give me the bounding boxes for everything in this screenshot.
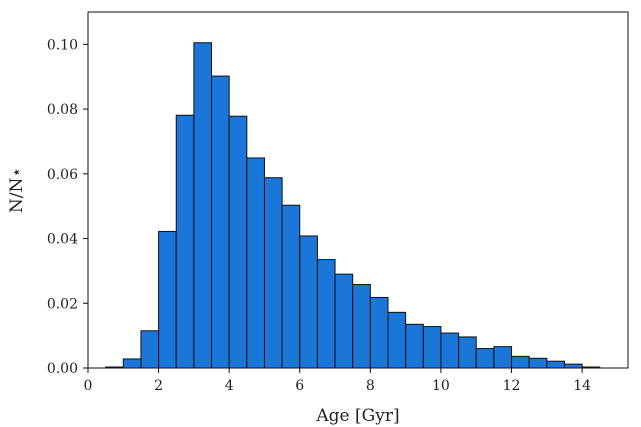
x-tick-label: 4 <box>225 378 234 394</box>
histogram-bar <box>511 355 530 369</box>
histogram-bar <box>334 273 354 369</box>
histogram-bar <box>316 259 336 369</box>
x-axis-ticks: 0 2 4 6 8 10 12 14 <box>84 368 591 394</box>
y-tick-label: 0.08 <box>47 102 78 118</box>
x-tick-label: 0 <box>84 378 93 394</box>
histogram-bar <box>405 323 424 369</box>
x-tick-label: 14 <box>573 378 591 394</box>
x-tick-label: 8 <box>366 378 375 394</box>
histogram-bar <box>369 296 389 369</box>
histogram-bar <box>246 157 265 369</box>
y-tick-label: 0.06 <box>47 167 78 183</box>
histogram-bar <box>475 348 495 369</box>
x-axis-label: Age [Gyr] <box>315 406 399 426</box>
x-tick-label: 6 <box>295 378 304 394</box>
histogram-bar <box>528 357 548 369</box>
y-axis-label: N/N⋆ <box>7 167 27 213</box>
plot-frame <box>87 11 629 369</box>
y-tick-label: 0.00 <box>47 361 78 377</box>
histogram-bar <box>211 75 230 369</box>
y-axis-ticks: 0.00 0.02 0.04 0.06 0.08 0.10 <box>47 37 88 377</box>
histogram-bar <box>546 360 565 369</box>
histogram-bar <box>563 363 583 369</box>
histogram-bar <box>122 358 142 369</box>
histogram-bar <box>440 332 460 369</box>
histogram-bar <box>263 177 283 369</box>
histogram-bar <box>422 326 442 369</box>
histogram-bar <box>387 311 407 369</box>
x-tick-label: 12 <box>503 378 521 394</box>
histogram-bar <box>175 114 195 369</box>
histogram-bar <box>299 235 318 369</box>
x-tick-label: 10 <box>432 378 450 394</box>
x-tick-label: 2 <box>154 378 163 394</box>
y-tick-label: 0.10 <box>47 37 78 53</box>
histogram-bar <box>158 230 177 369</box>
y-tick-label: 0.04 <box>47 232 78 248</box>
histogram-bar <box>458 336 477 369</box>
y-tick-label: 0.02 <box>47 296 78 312</box>
histogram-bar <box>228 115 248 369</box>
histogram-bar <box>140 330 160 369</box>
histogram-bar <box>493 346 513 369</box>
histogram-bar <box>193 42 213 369</box>
histogram-bars <box>105 42 601 369</box>
histogram-bar <box>281 204 301 369</box>
histogram-bar <box>352 284 371 369</box>
